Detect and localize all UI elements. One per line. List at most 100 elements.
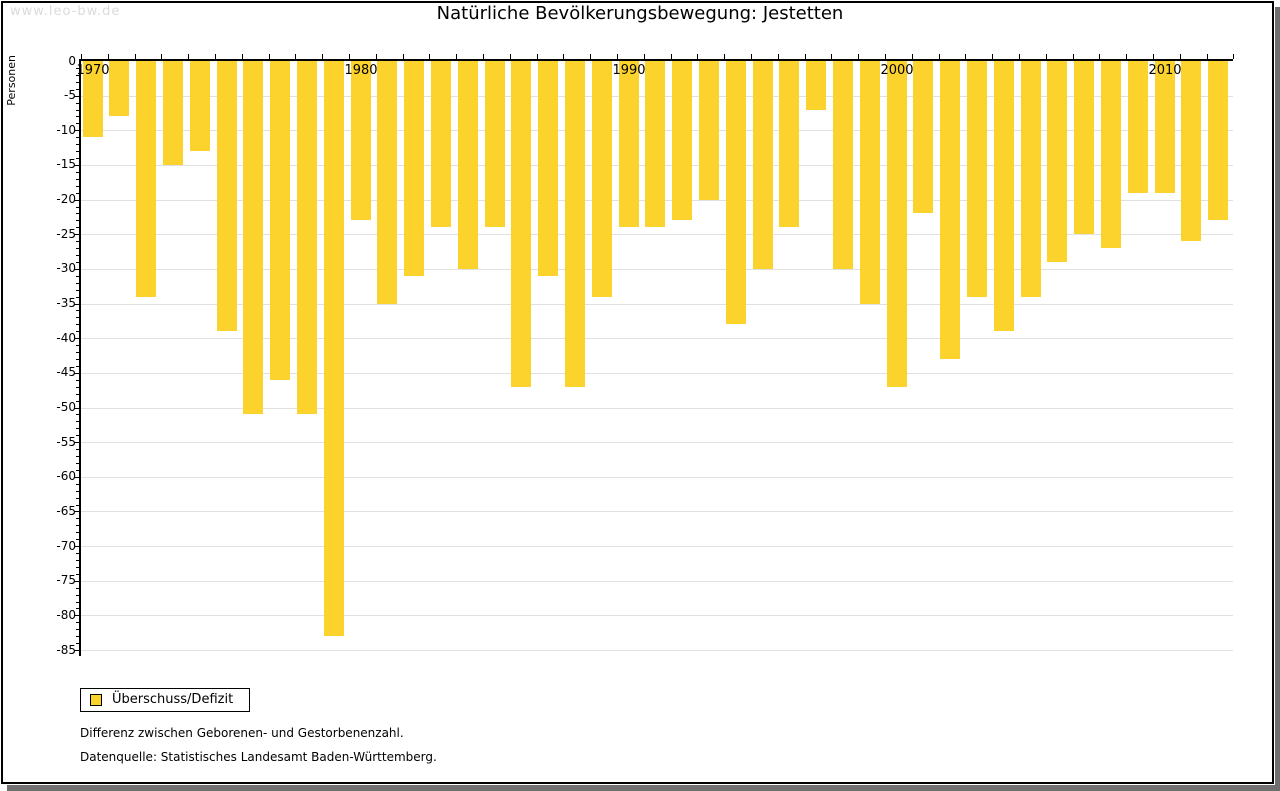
y-minor-tick — [76, 608, 80, 609]
page-shadow-right — [1275, 7, 1280, 791]
bar-1984 — [457, 61, 478, 269]
y-minor-tick — [76, 622, 80, 623]
y-minor-tick — [76, 567, 80, 568]
x-tick — [81, 54, 82, 59]
x-tick — [992, 54, 993, 59]
y-minor-tick — [76, 532, 80, 533]
x-year-label: 2010 — [1148, 63, 1182, 78]
y-minor-tick — [76, 394, 80, 395]
y-tick-label: -80 — [56, 608, 76, 622]
y-tick-label: -45 — [56, 365, 76, 379]
gridline — [81, 234, 1233, 235]
x-tick — [537, 54, 538, 59]
y-minor-tick — [76, 456, 80, 457]
y-minor-tick — [76, 643, 80, 644]
bar-1979 — [323, 61, 344, 636]
y-minor-tick — [76, 144, 80, 145]
bar-1991 — [645, 61, 666, 227]
y-major-tick — [74, 408, 80, 409]
y-major-tick — [74, 373, 80, 374]
y-minor-tick — [76, 380, 80, 381]
bar-2010 — [1154, 61, 1175, 193]
y-minor-tick — [76, 498, 80, 499]
y-minor-tick — [76, 602, 80, 603]
bar-2012 — [1208, 61, 1229, 220]
x-tick — [1073, 54, 1074, 59]
bar-2005 — [1020, 61, 1041, 297]
y-minor-tick — [76, 588, 80, 589]
y-minor-tick — [76, 110, 80, 111]
y-tick-label: -75 — [56, 573, 76, 587]
bar-2011 — [1181, 61, 1202, 241]
y-minor-tick — [76, 387, 80, 388]
bar-2006 — [1047, 61, 1068, 262]
gridline — [81, 615, 1233, 616]
gridline — [81, 408, 1233, 409]
y-minor-tick — [76, 255, 80, 256]
y-minor-tick — [76, 151, 80, 152]
bar-1970 — [82, 61, 103, 137]
bar-1986 — [511, 61, 532, 387]
y-major-tick — [74, 96, 80, 97]
y-minor-tick — [76, 310, 80, 311]
gridline — [81, 511, 1233, 512]
gridline — [81, 477, 1233, 478]
x-tick — [1180, 54, 1181, 59]
y-minor-tick — [76, 435, 80, 436]
y-major-tick — [74, 581, 80, 582]
bar-1999 — [859, 61, 880, 304]
y-major-tick — [74, 338, 80, 339]
x-tick — [456, 54, 457, 59]
x-tick — [108, 54, 109, 59]
y-minor-tick — [76, 220, 80, 221]
y-minor-tick — [76, 193, 80, 194]
footnote-definition: Differenz zwischen Geborenen- und Gestor… — [80, 726, 404, 740]
y-minor-tick — [76, 227, 80, 228]
x-tick — [429, 54, 430, 59]
y-minor-tick — [76, 103, 80, 104]
legend-swatch-icon — [90, 694, 102, 706]
x-tick — [376, 54, 377, 59]
y-minor-tick — [76, 595, 80, 596]
bar-1998 — [832, 61, 853, 269]
bar-1977 — [270, 61, 291, 380]
bar-1973 — [162, 61, 183, 165]
y-minor-tick — [76, 186, 80, 187]
y-tick-label: 0 — [68, 54, 76, 68]
x-tick — [697, 54, 698, 59]
bar-2007 — [1074, 61, 1095, 234]
x-tick — [269, 54, 270, 59]
x-tick — [1046, 54, 1047, 59]
bar-1995 — [752, 61, 773, 269]
y-minor-tick — [76, 484, 80, 485]
bar-1992 — [672, 61, 693, 220]
gridline — [81, 546, 1233, 547]
bar-1983 — [430, 61, 451, 227]
y-minor-tick — [76, 345, 80, 346]
y-minor-tick — [76, 539, 80, 540]
y-minor-tick — [76, 241, 80, 242]
x-tick — [724, 54, 725, 59]
x-tick — [751, 54, 752, 59]
gridline — [81, 442, 1233, 443]
y-tick-label: -5 — [64, 88, 76, 102]
bar-1972 — [136, 61, 157, 297]
y-minor-tick — [76, 470, 80, 471]
x-tick — [912, 54, 913, 59]
x-year-label: 1980 — [344, 63, 378, 78]
y-tick-label: -65 — [56, 504, 76, 518]
y-minor-tick — [76, 213, 80, 214]
y-minor-tick — [76, 276, 80, 277]
bar-1993 — [698, 61, 719, 200]
chart-title: Natürliche Bevölkerungsbewegung: Jestett… — [436, 3, 844, 24]
bar-1982 — [404, 61, 425, 276]
y-minor-tick — [76, 505, 80, 506]
y-minor-tick — [76, 75, 80, 76]
y-minor-tick — [76, 172, 80, 173]
x-tick — [188, 54, 189, 59]
y-minor-tick — [76, 518, 80, 519]
y-minor-tick — [76, 629, 80, 630]
y-tick-label: -55 — [56, 435, 76, 449]
bar-2004 — [993, 61, 1014, 331]
y-major-tick — [74, 130, 80, 131]
